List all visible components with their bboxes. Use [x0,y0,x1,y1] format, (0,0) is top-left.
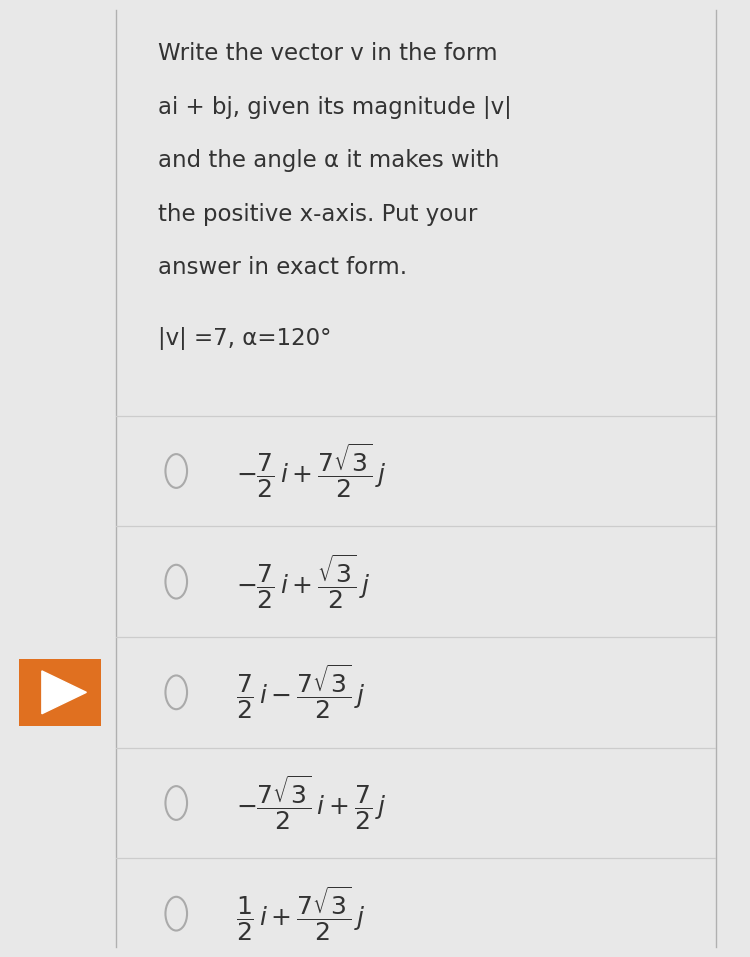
Text: $-\dfrac{7\sqrt{3}}{2}\,i + \dfrac{7}{2}\,j$: $-\dfrac{7\sqrt{3}}{2}\,i + \dfrac{7}{2}… [236,774,386,833]
Text: ai + bj, given its magnitude |v|: ai + bj, given its magnitude |v| [158,96,512,119]
Text: $\dfrac{7}{2}\,i - \dfrac{7\sqrt{3}}{2}\,j$: $\dfrac{7}{2}\,i - \dfrac{7\sqrt{3}}{2}\… [236,663,366,722]
FancyBboxPatch shape [13,655,107,730]
Text: the positive x-axis. Put your: the positive x-axis. Put your [158,203,478,226]
Text: and the angle α it makes with: and the angle α it makes with [158,149,500,172]
Polygon shape [42,671,86,714]
Text: answer in exact form.: answer in exact form. [158,256,407,279]
Text: Write the vector v in the form: Write the vector v in the form [158,42,498,65]
Text: $-\dfrac{7}{2}\,i + \dfrac{\sqrt{3}}{2}\,j$: $-\dfrac{7}{2}\,i + \dfrac{\sqrt{3}}{2}\… [236,552,370,611]
Text: $\dfrac{1}{2}\,i + \dfrac{7\sqrt{3}}{2}\,j$: $\dfrac{1}{2}\,i + \dfrac{7\sqrt{3}}{2}\… [236,884,366,943]
Text: $-\dfrac{7}{2}\,i + \dfrac{7\sqrt{3}}{2}\,j$: $-\dfrac{7}{2}\,i + \dfrac{7\sqrt{3}}{2}… [236,442,386,501]
Text: |v| =7, α=120°: |v| =7, α=120° [158,326,332,349]
